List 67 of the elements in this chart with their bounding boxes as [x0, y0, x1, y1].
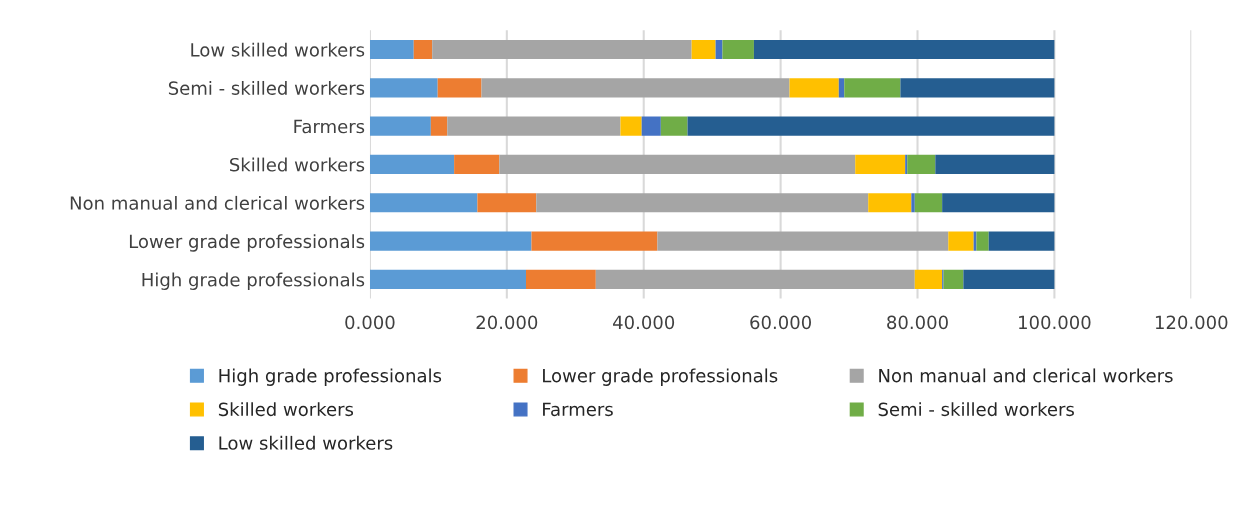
- bar: [935, 154, 1055, 175]
- legend-label: Non manual and clerical workers: [879, 368, 1173, 383]
- bar: [595, 269, 915, 289]
- bar: [948, 231, 974, 251]
- legend-label: High grade professionals: [219, 368, 442, 386]
- x-tick-label: 60.000: [750, 315, 811, 330]
- legend-label: Skilled workers: [218, 402, 354, 417]
- y-tick-label: Skilled workers: [230, 157, 365, 172]
- y-tick-label: Lower grade professionals: [129, 234, 365, 252]
- bar: [481, 78, 790, 98]
- bar: [499, 154, 856, 175]
- bar: [369, 78, 438, 98]
- x-tick-label: 0.000: [345, 315, 395, 330]
- y-tick-label: Farmers: [294, 119, 365, 134]
- x-tick-label: 120.000: [1155, 315, 1228, 330]
- bar: [844, 78, 901, 98]
- bar: [531, 231, 658, 251]
- bar: [477, 193, 537, 213]
- x-tick-label: 20.000: [476, 315, 538, 330]
- y-tick-label: High grade professionals: [142, 272, 365, 290]
- x-tick-label: 40.000: [613, 315, 675, 330]
- bar: [369, 39, 414, 60]
- bar: [687, 116, 1055, 136]
- y-tick-label: Semi - skilled workers: [168, 80, 365, 95]
- legend-label: Farmers: [543, 402, 613, 417]
- bar: [369, 231, 532, 251]
- y-tick-label: Non manual and clerical workers: [70, 195, 365, 210]
- bar: [525, 269, 596, 289]
- bar: [369, 193, 478, 213]
- bar: [657, 231, 949, 251]
- legend-label: Semi - skilled workers: [878, 402, 1074, 417]
- bar: [691, 39, 716, 60]
- x-tick-label: 100.000: [1019, 315, 1091, 330]
- bar: [868, 193, 912, 213]
- bar: [789, 78, 839, 98]
- legend-label: Low skilled workers: [219, 435, 393, 450]
- bar: [905, 154, 908, 175]
- bar: [536, 193, 869, 213]
- bar: [454, 154, 500, 175]
- bar: [753, 39, 1055, 60]
- bar: [369, 116, 431, 136]
- bar: [430, 116, 448, 136]
- bar: [943, 269, 964, 289]
- x-tick-label: 80.000: [887, 315, 948, 330]
- bar: [413, 39, 433, 60]
- bar: [838, 78, 845, 98]
- bar: [432, 39, 692, 60]
- y-tick-label: Low skilled workers: [191, 42, 365, 57]
- bar: [620, 116, 642, 136]
- bar: [641, 116, 661, 136]
- bar: [900, 78, 1055, 98]
- bar: [369, 154, 455, 175]
- bar: [911, 193, 915, 213]
- bar: [855, 154, 906, 175]
- bar: [447, 116, 621, 136]
- bar: [660, 116, 688, 136]
- bar: [369, 269, 526, 289]
- bar: [907, 154, 936, 175]
- bar: [437, 78, 482, 98]
- bar: [976, 231, 989, 251]
- legend-label: Lower grade professionals: [543, 368, 778, 386]
- bar: [942, 193, 1055, 213]
- bar: [914, 269, 943, 289]
- bar: [963, 269, 1055, 289]
- bar: [722, 39, 754, 60]
- bar: [914, 193, 943, 213]
- bar: [988, 231, 1055, 251]
